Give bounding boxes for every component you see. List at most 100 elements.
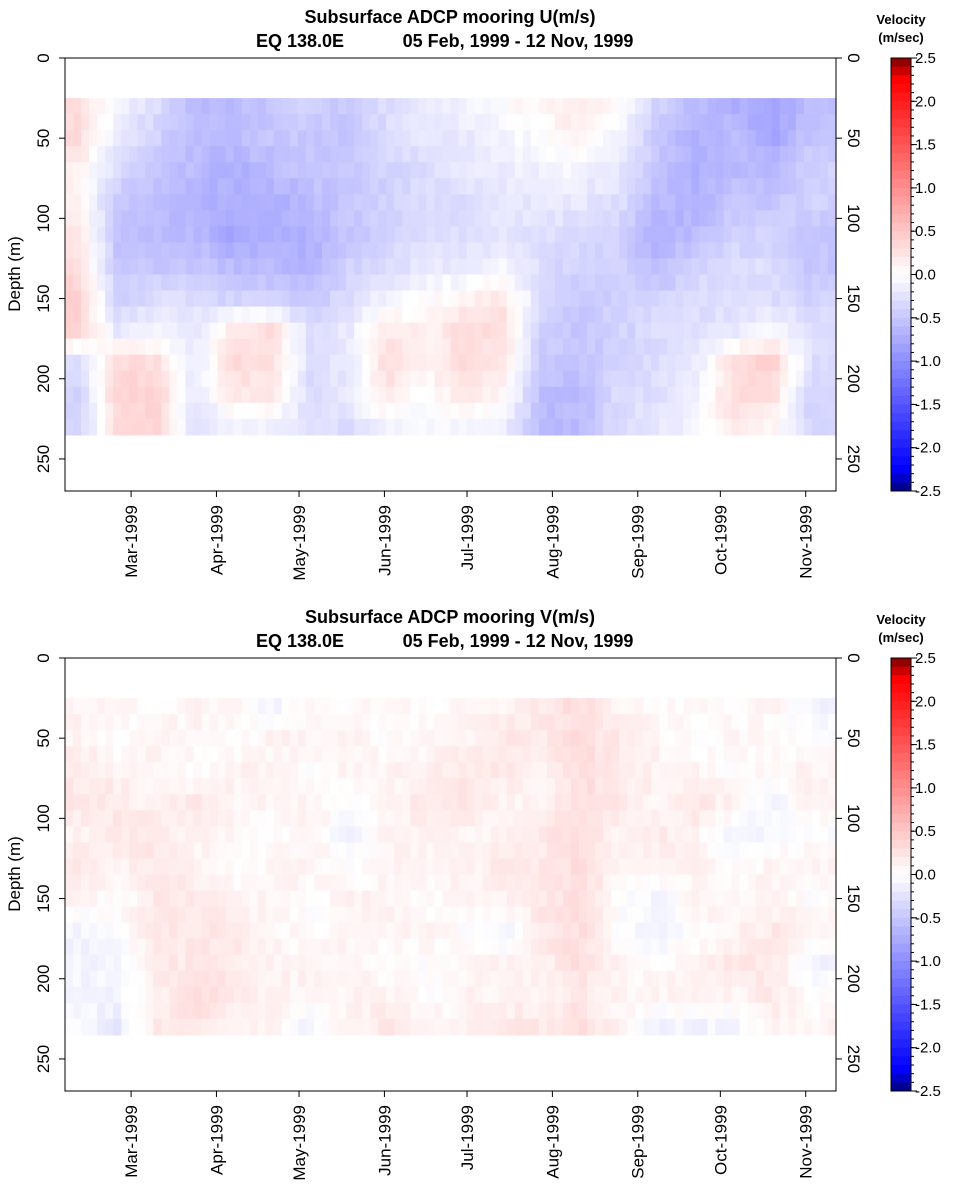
heatmap-cell [667,130,676,147]
heatmap-cell [466,1002,476,1020]
heatmap-cell [410,370,419,388]
heatmap-cell [217,778,227,795]
heatmap-cell [466,114,476,131]
heatmap-cell [305,730,315,747]
heatmap-cell [667,938,676,956]
heatmap-cell [378,370,387,388]
heatmap-cell [579,1018,588,1036]
heatmap-cell [779,130,789,147]
heatmap-cell [145,98,154,115]
colorbar: 2.52.01.51.00.50.0-0.5-1.0-1.5-2.0-2.5 [890,50,941,500]
heatmap-cell [370,354,379,372]
heatmap-cell [338,938,347,956]
heatmap-cell [434,194,444,211]
heatmap-cell [273,762,283,779]
heatmap-cell [458,386,468,404]
heatmap-cell [659,842,668,860]
heatmap-cell [161,1018,171,1036]
heatmap-cell [402,306,411,324]
heatmap-cell [731,130,741,147]
heatmap-cell [811,858,821,876]
heatmap-cell [699,242,709,260]
heatmap-cell [346,306,355,324]
heatmap-cell [595,970,604,988]
heatmap-cell [362,322,371,340]
heatmap-cell [498,162,508,179]
heatmap-cell [659,1002,668,1020]
heatmap-cell [322,338,331,356]
heatmap-cell [691,114,701,131]
heatmap-cell [89,162,98,179]
heatmap-cell [338,986,347,1004]
heatmap-cell [587,306,596,324]
heatmap-cell [273,954,283,972]
heatmap-cell [498,1002,508,1020]
heatmap-cell [410,890,419,908]
heatmap-cell [281,306,291,324]
heatmap-cell [297,322,307,340]
heatmap-cell [313,730,323,747]
heatmap-cell [498,418,508,436]
heatmap-cell [643,178,652,195]
heatmap-cell [595,890,604,908]
heatmap-cell [426,354,436,372]
colorbar-swatch [891,770,911,780]
heatmap-cell [249,970,259,988]
heatmap-cell [683,258,693,276]
heatmap-cell [241,938,251,956]
heatmap-cell [587,874,596,892]
heatmap-cell [378,762,387,779]
heatmap-cell [482,698,492,715]
heatmap-cell [595,698,604,715]
heatmap-cell [723,810,733,827]
heatmap-cell [297,794,307,811]
heatmap-cell [498,874,508,892]
heatmap-cell [819,730,829,747]
heatmap-cell [603,730,612,747]
heatmap-cell [466,226,476,244]
heatmap-cell [305,778,315,795]
heatmap-cell [450,778,460,795]
heatmap-cell [193,354,203,372]
heatmap-cell [177,370,187,388]
heatmap-cell [651,874,660,892]
heatmap-cell [225,1018,235,1036]
heatmap-cell [667,810,676,827]
heatmap-cell [81,322,90,340]
heatmap-cell [603,258,612,276]
heatmap-cell [193,370,203,388]
heatmap-cell [554,114,564,131]
heatmap-cell [506,714,516,731]
heatmap-cell [418,162,428,179]
heatmap-cell [538,714,548,731]
heatmap-cell [603,210,612,227]
heatmap-cell [562,794,572,811]
heatmap-cell [354,98,363,115]
heatmap-cell [482,778,492,795]
heatmap-cell [715,890,725,908]
heatmap-cell [458,842,468,860]
heatmap-cell [579,938,588,956]
heatmap-cell [281,402,291,420]
heatmap-cell [257,306,267,324]
heatmap-cell [651,954,660,972]
heatmap-cell [466,810,476,827]
heatmap-cell [450,114,460,131]
heatmap-cell [442,906,452,924]
heatmap-cell [675,418,684,436]
heatmap-cell [297,194,307,211]
heatmap-cell [193,714,203,731]
heatmap-cell [506,922,516,940]
heatmap-cell [651,402,660,420]
heatmap-cell [426,938,436,956]
heatmap-cell [201,274,211,292]
heatmap-cell [474,418,484,436]
heatmap-cell [305,386,315,404]
heatmap-cell [659,402,668,420]
heatmap-cell [394,370,403,388]
heatmap-cell [81,290,90,308]
heatmap-cell [659,258,668,276]
heatmap-cell [338,842,347,860]
heatmap-cell [707,274,717,292]
heatmap-cell [506,354,516,372]
